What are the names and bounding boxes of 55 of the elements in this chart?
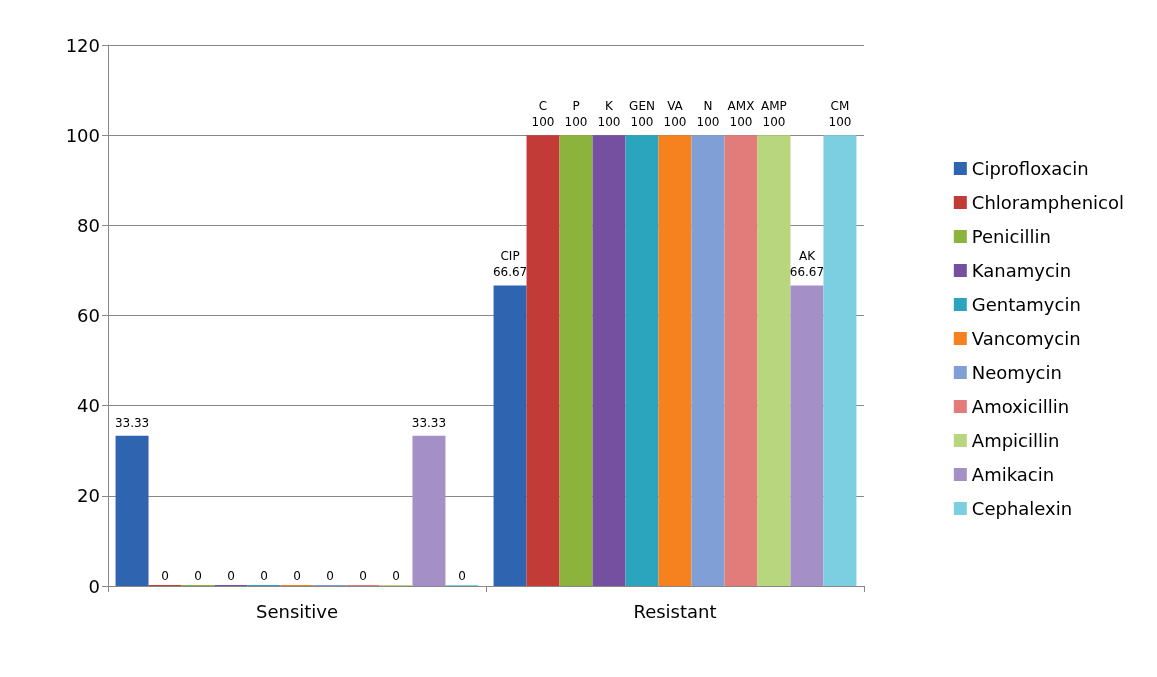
data-label: AMX 100 <box>727 99 755 130</box>
bar <box>625 135 659 586</box>
legend-label: Amoxicillin <box>971 396 1070 417</box>
data-label: 0 <box>161 569 169 583</box>
data-label: VA 100 <box>663 99 687 130</box>
y-tick-label: 100 <box>65 124 100 146</box>
data-label: 0 <box>227 569 235 583</box>
legend-label: Cephalexin <box>971 498 1073 519</box>
bar <box>412 435 446 586</box>
data-label: CIP 66.67 <box>492 249 528 280</box>
data-label: AMP 100 <box>761 99 787 130</box>
legend-label: Neomycin <box>971 362 1062 383</box>
x-tick-label: Resistant <box>633 600 717 622</box>
data-label: 0 <box>260 569 268 583</box>
legend-label: Vancomycin <box>971 328 1081 349</box>
data-label: AK 66.67 <box>789 249 825 280</box>
data-label: 0 <box>293 569 301 583</box>
bar <box>493 285 527 586</box>
bar <box>592 135 626 586</box>
bar <box>790 285 824 586</box>
data-label: 33.33 <box>114 415 150 430</box>
x-tick-label: Sensitive <box>255 600 339 622</box>
data-label: 0 <box>458 569 466 583</box>
bar <box>526 135 560 586</box>
data-label: C 100 <box>531 99 555 130</box>
bar <box>559 135 593 586</box>
bar <box>691 135 725 586</box>
data-label: K 100 <box>597 99 621 130</box>
legend-label: Ampicillin <box>971 430 1060 451</box>
y-tick-label: 20 <box>77 485 100 507</box>
data-label: 0 <box>359 569 367 583</box>
data-label: 0 <box>392 569 400 583</box>
legend-label: Penicillin <box>971 226 1051 247</box>
data-label: CM 100 <box>828 99 852 130</box>
bar <box>757 135 791 586</box>
y-tick-label: 80 <box>77 214 100 236</box>
data-label: P 100 <box>564 99 588 130</box>
data-label: N 100 <box>696 99 720 130</box>
legend-label: Chloramphenicol <box>971 192 1124 213</box>
data-label: GEN 100 <box>629 99 655 130</box>
y-tick-label: 40 <box>77 395 100 417</box>
bar <box>658 135 692 586</box>
y-tick-label: 120 <box>65 34 100 56</box>
data-label: 0 <box>326 569 334 583</box>
bar <box>115 435 149 586</box>
data-label: 0 <box>194 569 202 583</box>
bar <box>724 135 758 586</box>
legend-label: Ciprofloxacin <box>971 158 1089 179</box>
legend-label: Amikacin <box>971 464 1055 485</box>
y-tick-label: 0 <box>88 575 100 597</box>
legend-label: Kanamycin <box>971 260 1072 281</box>
legend-label: Gentamycin <box>971 294 1081 315</box>
bar <box>823 135 857 586</box>
data-label: 33.33 <box>411 415 447 430</box>
y-tick-label: 60 <box>77 305 100 326</box>
